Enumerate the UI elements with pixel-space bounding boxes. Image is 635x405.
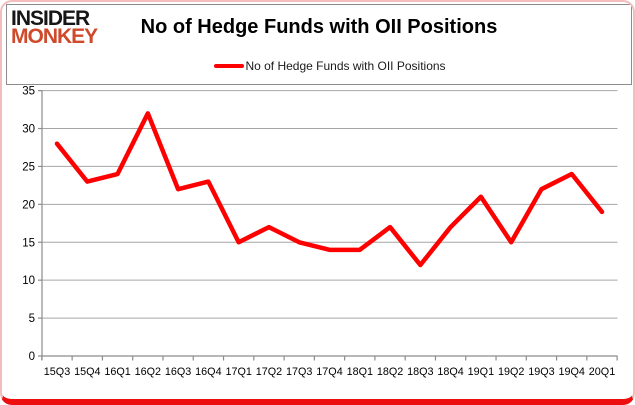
y-axis-label: 35 [22, 86, 35, 98]
y-axis-label: 5 [29, 313, 35, 325]
x-axis-label: 17Q4 [316, 366, 342, 378]
x-axis-label: 16Q4 [195, 366, 221, 378]
x-axis-label: 19Q2 [498, 366, 524, 378]
y-axis-label: 10 [22, 275, 35, 287]
x-axis-label: 19Q4 [559, 366, 585, 378]
series-line [54, 111, 605, 268]
insider-monkey-logo: INSIDER MONKEY [11, 7, 98, 48]
y-axis-label: 25 [22, 161, 35, 173]
x-axis-label: 15Q3 [44, 366, 70, 378]
x-axis-label: 17Q2 [256, 366, 282, 378]
x-axis-label: 17Q3 [286, 366, 312, 378]
logo-text-monkey: MONKEY [11, 24, 98, 48]
y-axis-label: 30 [22, 124, 35, 136]
logo-text-insider: INSIDER [11, 7, 90, 30]
x-axis-label: 18Q4 [437, 366, 463, 378]
chart-header: INSIDER MONKEY No of Hedge Funds with OI… [6, 4, 632, 85]
legend-line-swatch [214, 64, 245, 68]
x-axis-label: 17Q1 [225, 366, 251, 378]
y-axis-label: 20 [22, 199, 35, 211]
chart-title: No of Hedge Funds with OII Positions [140, 16, 498, 38]
x-axis-label: 16Q3 [165, 366, 191, 378]
x-axis-label: 16Q2 [135, 366, 161, 378]
legend-label: No of Hedge Funds with OII Positions [245, 59, 446, 73]
x-axis-label: 19Q3 [528, 366, 554, 378]
x-axis-label: 19Q1 [468, 366, 494, 378]
x-axis-label: 15Q4 [74, 366, 100, 378]
legend: No of Hedge Funds with OII Positions [7, 59, 631, 73]
y-axis-label: 0 [29, 351, 35, 363]
x-axis-label: 16Q1 [104, 366, 130, 378]
x-axis-label: 18Q1 [347, 366, 373, 378]
x-axis-label: 18Q3 [407, 366, 433, 378]
x-axis-label: 18Q2 [377, 366, 403, 378]
x-axis-label: 20Q1 [589, 366, 615, 378]
y-axis-label: 15 [22, 237, 35, 249]
